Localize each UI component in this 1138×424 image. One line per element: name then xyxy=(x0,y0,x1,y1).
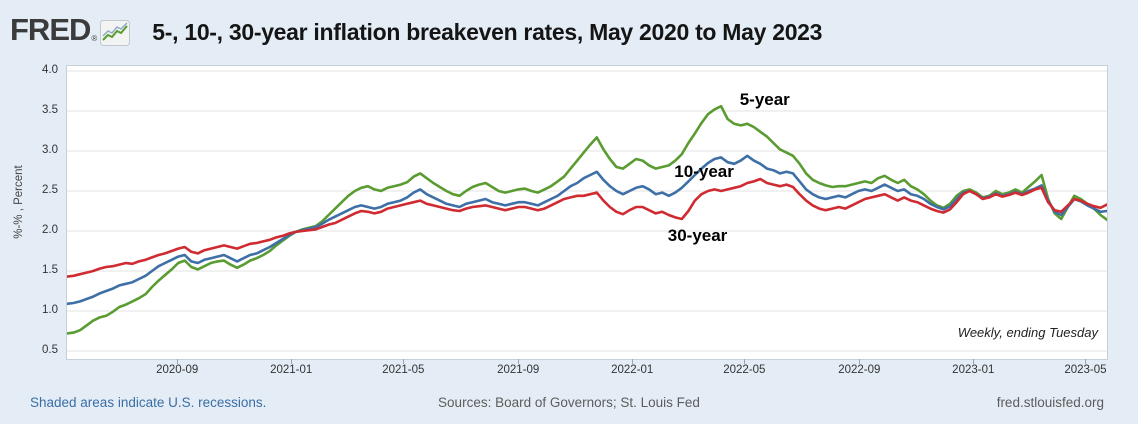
x-tick-label: 2022-01 xyxy=(611,364,654,376)
x-tick-mark xyxy=(744,359,746,364)
x-tick-mark xyxy=(403,359,405,364)
fred-site-link[interactable]: fred.stlouisfed.org xyxy=(996,395,1104,410)
series-line-30-year xyxy=(67,177,1107,278)
x-tick-label: 2022-09 xyxy=(838,364,881,376)
recessions-link[interactable]: Shaded areas indicate U.S. recessions. xyxy=(30,395,267,410)
x-tick-label: 2020-09 xyxy=(156,364,199,376)
x-tick-label: 2023-01 xyxy=(952,364,995,376)
chart-title: 5-, 10-, 30-year inflation breakeven rat… xyxy=(152,18,823,45)
series-label-5-year: 5-year xyxy=(739,90,790,110)
series-label-10-year: 10-year xyxy=(674,162,734,182)
y-tick-label: 2.0 xyxy=(42,223,58,236)
footer: Shaded areas indicate U.S. recessions. S… xyxy=(0,392,1138,416)
y-tick-label: 1.0 xyxy=(42,303,58,316)
x-tick-mark xyxy=(973,359,975,364)
y-tick-label: 0.5 xyxy=(42,343,58,356)
x-tick-label: 2023-05 xyxy=(1064,364,1107,376)
series-line-5-year xyxy=(67,104,1107,335)
x-tick-mark xyxy=(518,359,520,364)
fred-logo-text: FRED xyxy=(10,11,91,47)
series-line-10-year xyxy=(67,154,1107,306)
x-tick-label: 2022-05 xyxy=(723,364,766,376)
plot-area xyxy=(66,65,1108,360)
series-label-30-year: 30-year xyxy=(667,225,728,245)
y-axis-title: %-% , Percent xyxy=(13,165,25,239)
y-tick-label: 1.5 xyxy=(42,263,58,276)
chart-canvas xyxy=(67,70,1107,352)
x-tick-label: 2021-01 xyxy=(270,364,313,376)
sources-text: Sources: Board of Governors; St. Louis F… xyxy=(438,395,700,410)
x-tick-mark xyxy=(177,359,179,364)
x-tick-mark xyxy=(632,359,634,364)
y-tick-label: 3.0 xyxy=(42,143,58,156)
x-tick-label: 2021-05 xyxy=(382,364,425,376)
x-tick-label: 2021-09 xyxy=(497,364,540,376)
y-tick-label: 4.0 xyxy=(42,63,58,76)
frequency-note: Weekly, ending Tuesday xyxy=(957,325,1098,340)
fred-logo[interactable]: FRED ® xyxy=(10,11,131,51)
x-tick-mark xyxy=(1085,359,1087,364)
y-tick-label: 3.5 xyxy=(42,103,58,116)
header: FRED ® 5-, 10-, 30-year inflation breake… xyxy=(10,10,822,54)
x-tick-mark xyxy=(859,359,861,364)
x-tick-mark xyxy=(291,359,293,364)
fred-sparkline-icon xyxy=(100,19,131,51)
registered-mark: ® xyxy=(91,33,98,43)
y-tick-label: 2.5 xyxy=(42,183,58,196)
